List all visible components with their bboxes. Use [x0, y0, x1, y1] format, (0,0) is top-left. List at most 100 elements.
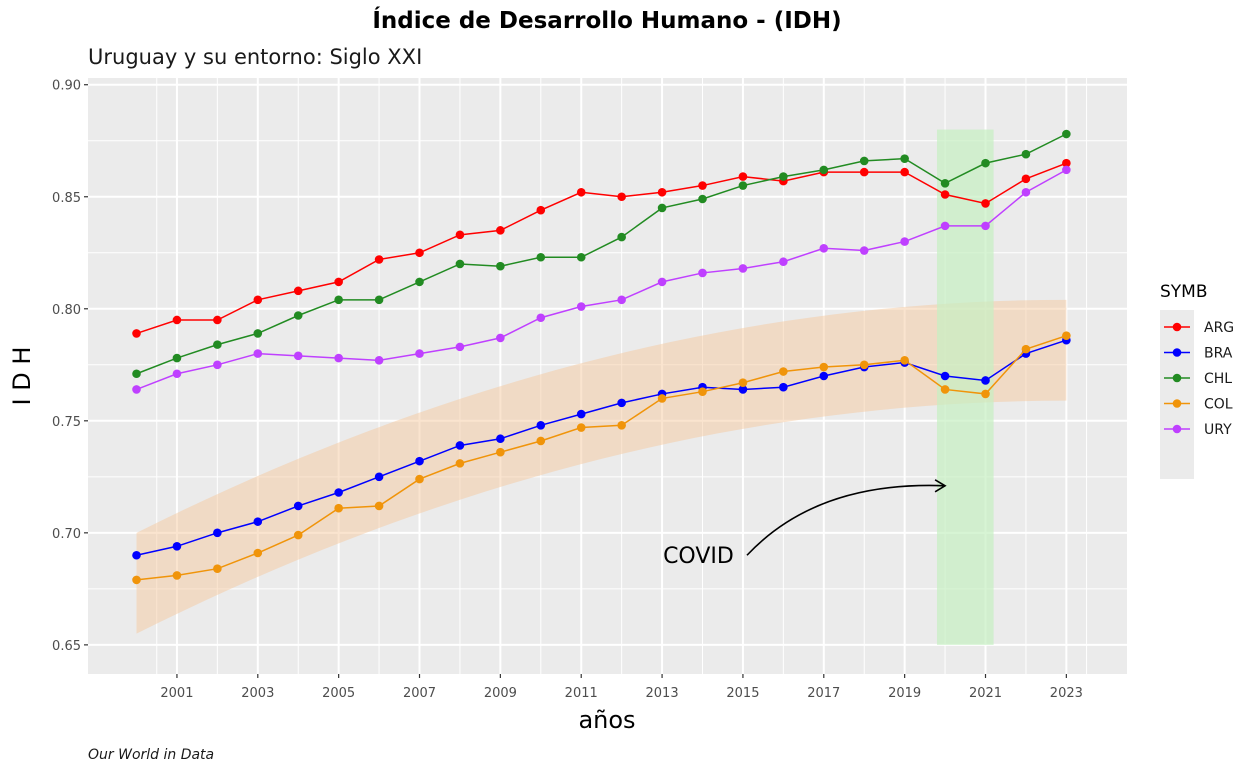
data-point-chl	[981, 158, 990, 168]
legend-label-bra: BRA	[1204, 346, 1233, 362]
data-point-chl	[415, 277, 424, 287]
data-point-bra	[374, 472, 384, 482]
data-point-arg	[213, 315, 222, 325]
y-tick-label: 0.80	[52, 303, 81, 318]
data-point-arg	[293, 286, 303, 296]
data-point-col	[1021, 344, 1031, 354]
x-tick-label: 2003	[241, 686, 274, 701]
series-line-chl	[136, 133, 1067, 375]
legend-label-col: COL	[1204, 397, 1233, 413]
data-point-chl	[172, 353, 182, 363]
data-point-arg	[617, 192, 626, 202]
data-point-arg	[859, 167, 869, 177]
data-point-chl	[1062, 129, 1071, 139]
data-point-col	[940, 385, 950, 394]
data-point-arg	[415, 248, 424, 258]
series-chl	[132, 129, 1071, 379]
covid-arrow	[746, 484, 946, 556]
legend-label-chl: CHL	[1204, 371, 1232, 387]
x-tick-label: 2013	[646, 686, 679, 701]
data-point-arg	[455, 230, 465, 240]
data-point-col	[900, 356, 909, 365]
data-point-arg	[132, 329, 141, 338]
data-point-bra	[940, 371, 950, 381]
data-point-arg	[172, 315, 182, 325]
legend: SYMB ARG BRA CHL COL URY	[1160, 282, 1234, 479]
x-tick-label: 2019	[888, 686, 921, 701]
series-col	[132, 331, 1071, 585]
y-tick-label: 0.90	[52, 79, 81, 94]
x-tick-label: 2015	[726, 686, 759, 701]
data-point-col	[819, 362, 829, 372]
covid-annotation: COVID	[663, 544, 734, 569]
x-tick-label: 2023	[1050, 686, 1083, 701]
data-point-bra	[617, 398, 626, 408]
data-point-bra	[455, 441, 465, 450]
data-point-bra	[981, 376, 990, 385]
data-point-ury	[657, 277, 667, 287]
data-point-ury	[859, 246, 869, 255]
data-point-col	[738, 378, 748, 388]
legend-key-point	[1172, 322, 1182, 332]
legend-key-point	[1172, 373, 1182, 383]
data-point-col	[698, 387, 707, 396]
data-point-col	[172, 571, 182, 580]
legend-title: SYMB	[1160, 282, 1208, 302]
data-point-col	[455, 459, 465, 468]
data-point-chl	[779, 172, 788, 181]
legend-key-background	[1160, 310, 1194, 479]
data-point-chl	[213, 340, 222, 349]
data-point-ury	[415, 349, 424, 358]
data-point-arg	[940, 190, 950, 199]
data-point-arg	[496, 226, 505, 235]
data-point-chl	[819, 165, 829, 175]
data-point-bra	[172, 541, 182, 551]
data-point-chl	[455, 259, 465, 269]
data-point-col	[293, 530, 303, 540]
ribbon-layer	[136, 299, 1067, 634]
data-point-chl	[334, 295, 343, 305]
data-point-ury	[698, 268, 707, 278]
data-point-arg	[253, 295, 263, 305]
data-point-chl	[536, 252, 546, 262]
data-point-chl	[293, 311, 303, 320]
y-axis: 0.65 0.70 0.75 0.80 0.85 0.90	[52, 79, 88, 654]
series-line-col	[136, 334, 1067, 581]
data-point-bra	[415, 456, 424, 466]
data-point-col	[213, 564, 222, 573]
data-point-ury	[334, 353, 343, 363]
x-tick-label: 2011	[565, 686, 598, 701]
data-point-col	[657, 394, 667, 403]
data-point-col	[981, 389, 990, 399]
data-point-chl	[374, 295, 384, 305]
data-point-arg	[334, 277, 343, 287]
data-point-ury	[819, 243, 829, 253]
data-point-chl	[496, 261, 505, 271]
data-point-arg	[576, 187, 586, 197]
data-point-col	[253, 548, 263, 558]
data-point-ury	[900, 237, 909, 246]
data-point-ury	[132, 385, 141, 394]
data-point-col	[859, 360, 869, 370]
x-axis-label: años	[578, 706, 635, 734]
legend-label-ury: URY	[1204, 422, 1232, 438]
data-point-ury	[738, 264, 748, 273]
data-point-bra	[738, 385, 748, 394]
data-point-chl	[738, 181, 748, 190]
data-point-ury	[779, 257, 788, 267]
x-tick-label: 2009	[484, 686, 517, 701]
data-point-bra	[213, 528, 222, 538]
data-point-ury	[1062, 165, 1071, 175]
data-point-ury	[455, 342, 465, 352]
data-point-chl	[253, 329, 263, 338]
y-tick-label: 0.70	[52, 527, 81, 542]
data-point-ury	[293, 351, 303, 361]
data-point-ury	[496, 333, 505, 343]
data-point-chl	[1021, 149, 1031, 159]
data-point-col	[536, 436, 546, 446]
data-point-bra	[334, 488, 343, 497]
data-point-arg	[900, 167, 909, 177]
data-point-arg	[536, 205, 546, 215]
data-point-arg	[1021, 174, 1031, 184]
data-point-chl	[698, 194, 707, 204]
